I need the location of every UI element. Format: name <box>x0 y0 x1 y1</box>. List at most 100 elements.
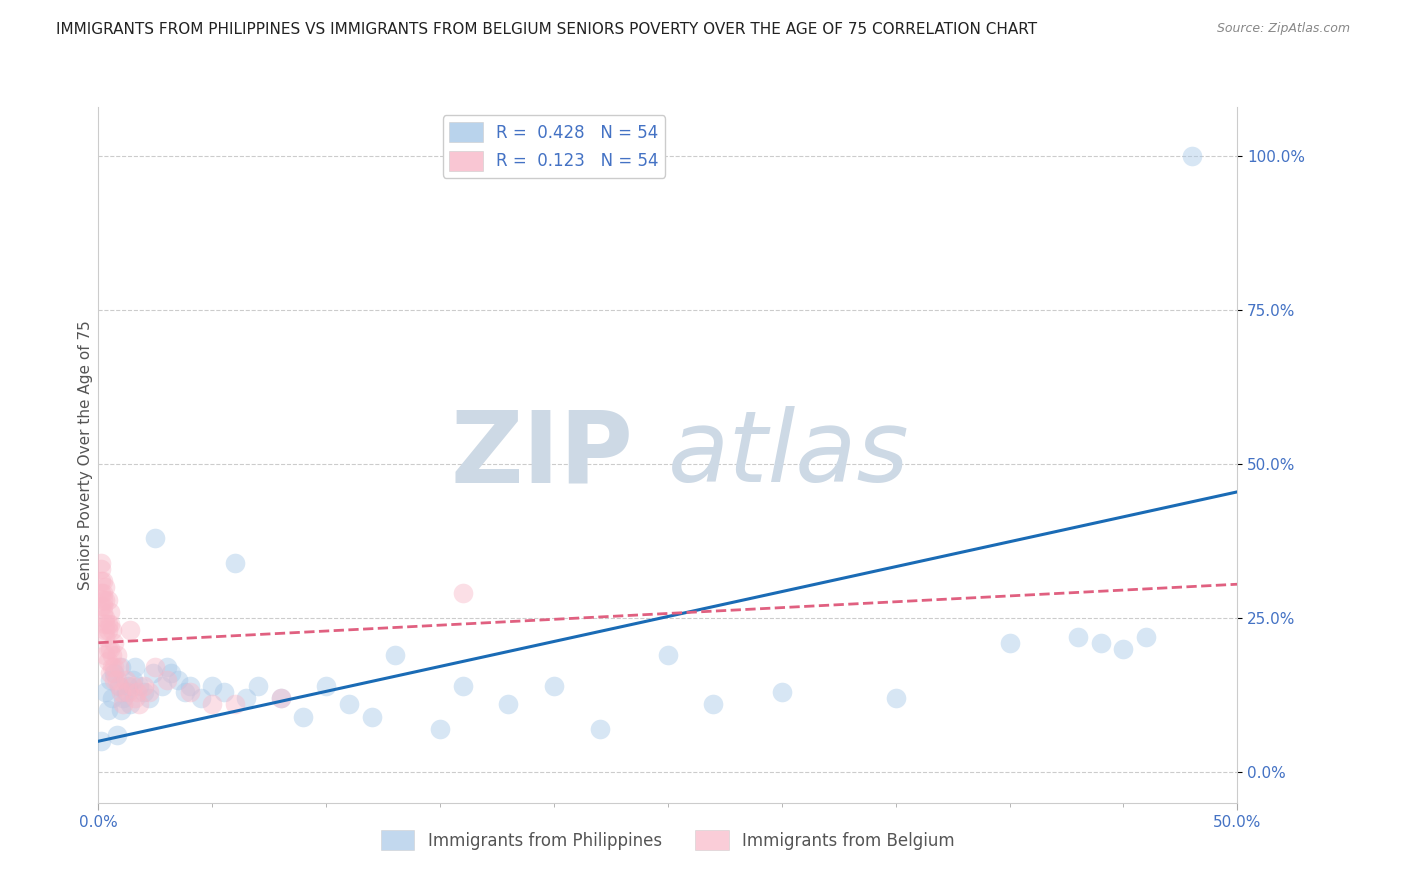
Y-axis label: Seniors Poverty Over the Age of 75: Seniors Poverty Over the Age of 75 <box>77 320 93 590</box>
Point <box>235 691 257 706</box>
Point <box>138 685 160 699</box>
Text: Source: ZipAtlas.com: Source: ZipAtlas.com <box>1216 22 1350 36</box>
Point <box>96 654 118 668</box>
Point <box>588 722 610 736</box>
Point <box>117 685 139 699</box>
Point <box>105 673 128 687</box>
Point <box>142 666 165 681</box>
Point <box>384 648 406 662</box>
Point <box>117 679 139 693</box>
Point <box>91 605 114 619</box>
Point <box>98 641 121 656</box>
Point <box>98 617 121 632</box>
Text: ZIP: ZIP <box>451 407 634 503</box>
Point <box>998 636 1021 650</box>
Text: IMMIGRANTS FROM PHILIPPINES VS IMMIGRANTS FROM BELGIUM SENIORS POVERTY OVER THE : IMMIGRANTS FROM PHILIPPINES VS IMMIGRANT… <box>56 22 1038 37</box>
Point <box>212 685 235 699</box>
Point <box>94 611 117 625</box>
Point <box>121 673 143 687</box>
Point <box>657 648 679 662</box>
Point <box>112 691 135 706</box>
Point <box>103 636 125 650</box>
Point <box>156 660 179 674</box>
Point <box>103 660 125 674</box>
Point <box>114 685 136 699</box>
Point <box>451 586 474 600</box>
Point <box>156 673 179 687</box>
Point <box>179 685 201 699</box>
Point <box>224 698 246 712</box>
Point <box>127 685 149 699</box>
Point <box>98 605 121 619</box>
Point <box>101 660 124 674</box>
Point <box>101 624 124 638</box>
Point <box>337 698 360 712</box>
Point <box>96 592 118 607</box>
Point <box>96 641 118 656</box>
Point <box>96 617 118 632</box>
Point <box>90 556 112 570</box>
Point <box>91 574 114 589</box>
Point <box>128 698 150 712</box>
Point <box>138 691 160 706</box>
Point <box>360 709 382 723</box>
Point <box>94 592 117 607</box>
Point <box>110 703 132 717</box>
Point <box>145 531 167 545</box>
Point <box>94 617 117 632</box>
Point <box>105 648 128 662</box>
Point <box>429 722 451 736</box>
Point <box>108 679 131 693</box>
Point <box>224 556 246 570</box>
Point <box>101 691 124 706</box>
Point <box>103 666 125 681</box>
Point <box>1090 636 1112 650</box>
Point <box>94 685 117 699</box>
Point <box>292 709 315 723</box>
Point <box>179 679 201 693</box>
Point <box>190 691 212 706</box>
Point <box>108 679 131 693</box>
Point <box>94 624 117 638</box>
Point <box>91 599 114 613</box>
Point <box>201 679 224 693</box>
Point <box>145 660 167 674</box>
Point <box>124 691 146 706</box>
Point <box>124 660 146 674</box>
Point <box>101 648 124 662</box>
Point <box>498 698 520 712</box>
Point <box>702 698 724 712</box>
Point <box>315 679 337 693</box>
Point <box>246 679 269 693</box>
Point <box>103 673 125 687</box>
Point <box>451 679 474 693</box>
Point <box>105 728 128 742</box>
Point <box>270 691 292 706</box>
Point <box>160 666 183 681</box>
Point <box>98 666 121 681</box>
Point <box>770 685 793 699</box>
Point <box>90 574 112 589</box>
Point <box>270 691 292 706</box>
Point <box>90 599 112 613</box>
Point <box>174 685 197 699</box>
Point <box>1135 630 1157 644</box>
Legend: Immigrants from Philippines, Immigrants from Belgium: Immigrants from Philippines, Immigrants … <box>374 823 962 857</box>
Point <box>120 624 142 638</box>
Point <box>132 679 155 693</box>
Point <box>884 691 907 706</box>
Point <box>132 685 155 699</box>
Point <box>1067 630 1090 644</box>
Point <box>1181 149 1204 163</box>
Point <box>91 592 114 607</box>
Point <box>150 679 173 693</box>
Point <box>91 586 114 600</box>
Point <box>94 630 117 644</box>
Point <box>96 624 118 638</box>
Point <box>114 673 136 687</box>
Point <box>112 698 135 712</box>
Point <box>128 679 150 693</box>
Point <box>543 679 565 693</box>
Point <box>94 580 117 594</box>
Point <box>90 562 112 576</box>
